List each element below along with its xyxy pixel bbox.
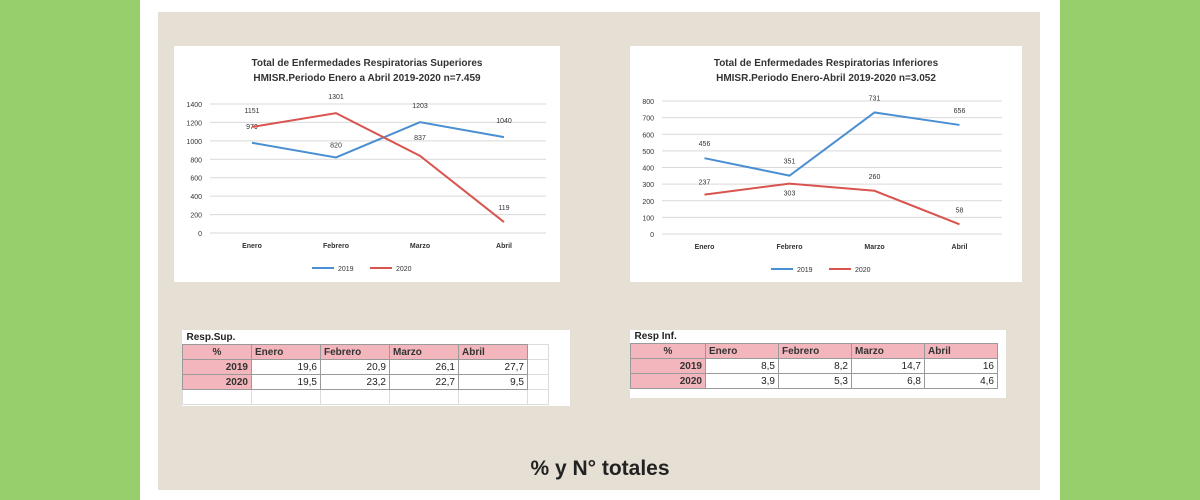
data-label: 820: [330, 142, 342, 149]
y-tick-label: 100: [642, 215, 654, 222]
data-label: 837: [414, 135, 426, 142]
legend-label: 2019: [797, 267, 813, 274]
series-line-2019: [704, 111, 960, 177]
table-lower-grid: Resp Inf. % Enero Febrero Marzo Abril 20…: [630, 330, 998, 389]
series-line-2020: [704, 182, 960, 226]
value-cell: 19,6: [251, 359, 321, 375]
chart-subtitle: HMISR.Periodo Enero a Abril 2019-2020 n=…: [253, 73, 481, 84]
chart-title: Total de Enfermedades Respiratorias Supe…: [251, 58, 482, 69]
data-label: 260: [869, 174, 881, 181]
y-tick-label: 1000: [186, 139, 202, 146]
y-tick-label: 600: [642, 132, 654, 139]
y-tick-label: 400: [642, 166, 654, 173]
data-label: 1151: [244, 108, 259, 115]
data-label: 979: [246, 124, 258, 131]
y-tick-label: 600: [190, 176, 202, 183]
x-tick-label: Febrero: [323, 243, 349, 250]
header-cell: %: [182, 344, 252, 360]
value-cell: 23,2: [320, 374, 390, 390]
y-tick-label: 400: [190, 194, 202, 201]
value-cell: 3,9: [705, 373, 779, 389]
value-cell: 6,8: [851, 373, 925, 389]
value-cell: 16: [924, 358, 998, 374]
value-cell: 26,1: [389, 359, 459, 375]
value-cell: 8,5: [705, 358, 779, 374]
header-cell: Abril: [924, 343, 998, 359]
chart-lower-svg: Total de Enfermedades Respiratorias Infe…: [642, 58, 1002, 274]
data-label: 731: [869, 95, 881, 102]
chart-title: Total de Enfermedades Respiratorias Infe…: [714, 58, 939, 69]
y-tick-label: 800: [642, 99, 654, 106]
value-cell: 27,7: [458, 359, 528, 375]
value-cell: 5,3: [778, 373, 852, 389]
x-tick-label: Enero: [242, 243, 262, 250]
value-cell: 19,5: [251, 374, 321, 390]
legend-label: 2020: [855, 267, 871, 274]
x-tick-label: Marzo: [864, 244, 884, 251]
value-cell: 4,6: [924, 373, 998, 389]
legend-label: 2019: [338, 266, 354, 273]
data-label: 119: [498, 205, 509, 212]
header-cell: Abril: [458, 344, 528, 360]
y-tick-label: 200: [190, 213, 202, 220]
x-tick-label: Abril: [496, 243, 512, 250]
data-label: 656: [954, 108, 966, 115]
data-label: 58: [956, 207, 964, 214]
y-tick-label: 200: [642, 199, 654, 206]
series-line-2019: [251, 121, 505, 159]
data-label: 237: [699, 180, 711, 187]
footer-title: % y N° totales: [530, 457, 670, 480]
header-cell: Enero: [251, 344, 321, 360]
year-cell: 2020: [182, 374, 252, 390]
header-cell: Marzo: [851, 343, 925, 359]
header-cell: Febrero: [778, 343, 852, 359]
y-tick-label: 700: [642, 116, 654, 123]
legend-label: 2020: [396, 266, 412, 273]
y-tick-label: 800: [190, 157, 202, 164]
chart-upper-respiratory: Total de Enfermedades Respiratorias Supe…: [174, 46, 560, 282]
table-title: Resp Inf.: [634, 331, 677, 342]
x-tick-label: Abril: [952, 244, 968, 251]
y-tick-label: 300: [642, 182, 654, 189]
series-line-2020: [251, 112, 505, 223]
data-label: 1301: [328, 94, 344, 101]
y-tick-label: 1200: [186, 120, 202, 127]
data-label: 303: [784, 191, 796, 198]
year-cell: 2019: [182, 359, 252, 375]
x-tick-label: Marzo: [410, 243, 430, 250]
header-cell: %: [630, 343, 706, 359]
y-tick-label: 1400: [186, 102, 202, 109]
x-tick-label: Enero: [695, 244, 715, 251]
data-label: 456: [699, 141, 711, 148]
value-cell: 14,7: [851, 358, 925, 374]
x-tick-label: Febrero: [776, 244, 802, 251]
chart-lower-respiratory: Total de Enfermedades Respiratorias Infe…: [630, 46, 1022, 282]
y-tick-label: 500: [642, 149, 654, 156]
data-label: 351: [784, 159, 796, 166]
y-tick-label: 0: [650, 232, 654, 239]
table-lower-percent: Resp Inf. % Enero Febrero Marzo Abril 20…: [630, 330, 1006, 398]
value-cell: 22,7: [389, 374, 459, 390]
value-cell: 20,9: [320, 359, 390, 375]
year-cell: 2020: [630, 373, 706, 389]
header-cell: Enero: [705, 343, 779, 359]
value-cell: 9,5: [458, 374, 528, 390]
y-tick-label: 0: [198, 231, 202, 238]
chart-subtitle: HMISR.Periodo Enero-Abril 2019-2020 n=3.…: [716, 73, 936, 84]
header-cell: Febrero: [320, 344, 390, 360]
chart-upper-svg: Total de Enfermedades Respiratorias Supe…: [186, 58, 546, 273]
year-cell: 2019: [630, 358, 706, 374]
table-title: Resp.Sup.: [186, 331, 236, 343]
header-cell: Marzo: [389, 344, 459, 360]
data-label: 1040: [496, 118, 512, 125]
value-cell: 8,2: [778, 358, 852, 374]
data-label: 1203: [412, 103, 428, 110]
table-upper-grid: Resp.Sup. % Enero Febrero Marzo Abril 20…: [182, 330, 549, 405]
table-upper-percent: Resp.Sup. % Enero Febrero Marzo Abril 20…: [182, 330, 570, 406]
